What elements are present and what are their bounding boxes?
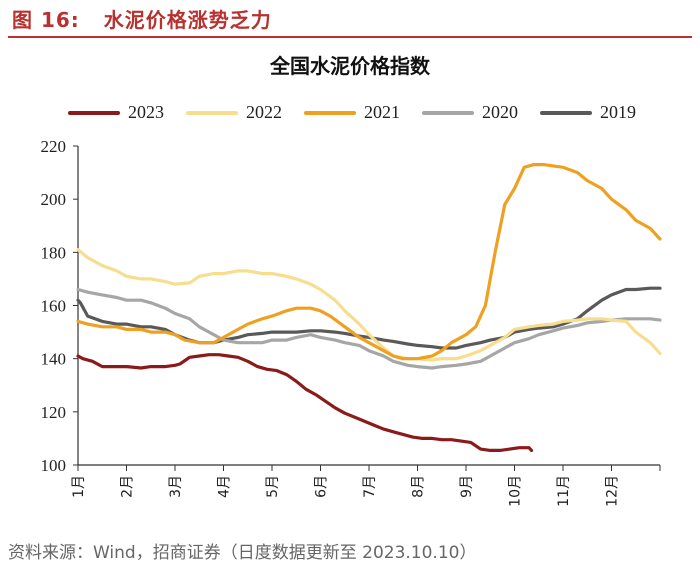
x-tick-label: 8月 — [411, 475, 427, 498]
y-tick-label: 220 — [41, 137, 67, 156]
x-tick-label: 1月 — [71, 475, 87, 498]
y-tick-label: 100 — [41, 456, 67, 475]
x-tick-label: 7月 — [362, 475, 378, 498]
chart-legend: 2023 2022 2021 2020 2019 — [68, 102, 658, 123]
source-note: 资料来源：Wind，招商证券（日度数据更新至 2023.10.10） — [8, 543, 477, 563]
legend-swatch-2022 — [186, 110, 238, 115]
x-tick-label: 5月 — [265, 475, 281, 498]
y-tick-label: 140 — [41, 350, 67, 369]
x-tick-label: 10月 — [508, 475, 524, 507]
legend-item-2022: 2022 — [186, 102, 282, 123]
figure-title: 图 16: 水泥价格涨势乏力 — [12, 4, 272, 33]
series-line-2019 — [76, 286, 662, 350]
legend-swatch-2020 — [422, 110, 474, 115]
title-divider — [8, 36, 692, 38]
y-tick-label: 120 — [41, 403, 67, 422]
x-tick-label: 11月 — [556, 475, 572, 507]
legend-label-2022: 2022 — [246, 102, 282, 122]
legend-item-2021: 2021 — [304, 102, 400, 123]
chart-title: 全国水泥价格指数 — [270, 54, 430, 78]
legend-swatch-2023 — [68, 110, 120, 115]
y-tick-label: 160 — [41, 297, 67, 316]
x-tick-label: 4月 — [217, 475, 233, 498]
legend-label-2021: 2021 — [364, 102, 400, 122]
legend-label-2023: 2023 — [128, 102, 164, 122]
series-line-2023 — [76, 353, 534, 452]
y-tick-label: 200 — [41, 190, 67, 209]
x-tick-label: 9月 — [459, 475, 475, 498]
series-line-2020 — [76, 287, 662, 370]
legend-item-2019: 2019 — [540, 102, 636, 123]
legend-swatch-2021 — [304, 110, 356, 115]
legend-item-2020: 2020 — [422, 102, 518, 123]
x-tick-label: 6月 — [314, 475, 330, 498]
x-tick-label: 12月 — [605, 475, 621, 507]
y-tick-label: 180 — [41, 243, 67, 262]
legend-label-2020: 2020 — [482, 102, 518, 122]
legend-item-2023: 2023 — [68, 102, 164, 123]
x-tick-label: 2月 — [120, 475, 136, 498]
legend-swatch-2019 — [540, 110, 592, 115]
x-tick-label: 3月 — [168, 475, 184, 498]
figure-title-text: 水泥价格涨势乏力 — [103, 8, 272, 32]
series-line-2021 — [76, 163, 662, 361]
series-line-2022 — [76, 248, 662, 362]
legend-label-2019: 2019 — [600, 102, 636, 122]
figure-label: 图 16: — [12, 8, 80, 32]
